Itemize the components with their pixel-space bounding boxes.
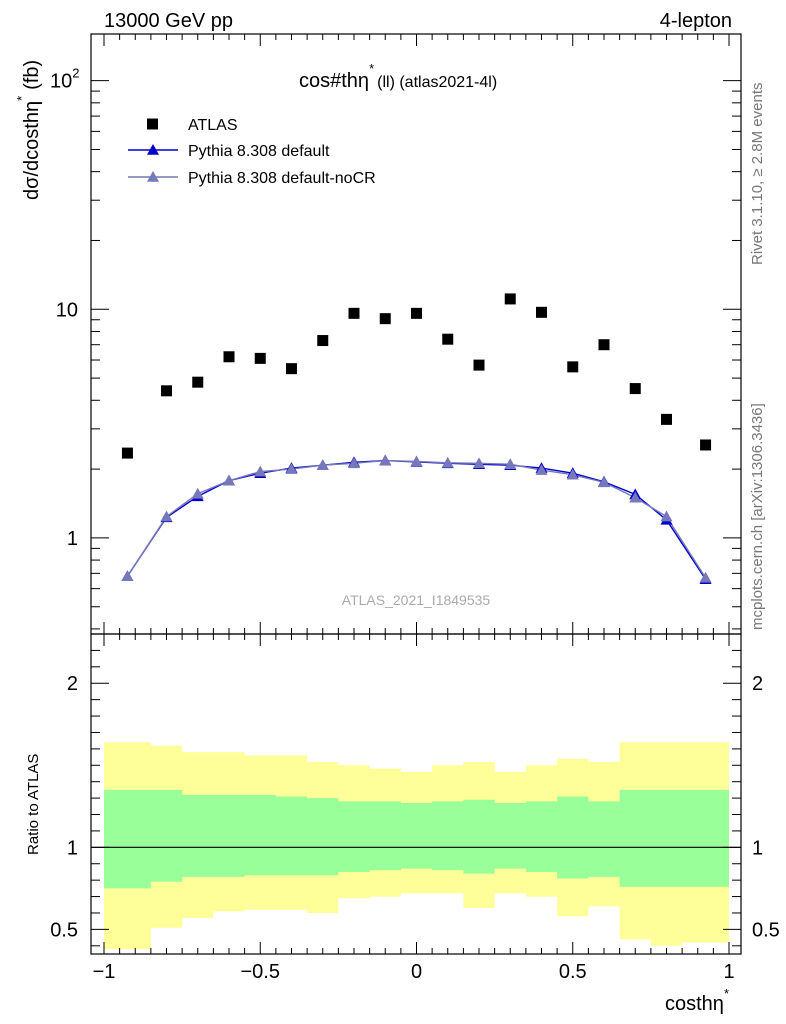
y-tick-label: 1 [67, 528, 78, 550]
atlas-data-point [411, 307, 422, 319]
plot-title-main: cos#thη [299, 70, 369, 92]
plot-title-superscript: * [369, 61, 374, 76]
prediction-line [126, 459, 707, 579]
rivet-version-label: Rivet 3.1.10, ≥ 2.8M events [749, 83, 766, 266]
ratio-y-axis-label: Ratio to ATLAS [25, 754, 42, 855]
atlas-data-point [192, 376, 204, 388]
x-axis-label-superscript: * [724, 986, 729, 1001]
mcplots-reference-label: mcplots.cern.ch [arXiv:1306.3436] [749, 403, 766, 630]
data-markers [121, 293, 712, 584]
x-tick-label: 0 [411, 961, 422, 983]
atlas-data-point [536, 306, 547, 318]
atlas-data-point [121, 447, 133, 459]
y-tick-label: 10 [56, 299, 78, 321]
prediction-point [473, 457, 485, 469]
legend-label: Pythia 8.308 default-noCR [188, 170, 376, 187]
ratio-y-tick-label: 1 [67, 837, 78, 859]
prediction-point [441, 456, 454, 468]
plot-title: cos#thη*(ll) (atlas2021-4l) [299, 61, 497, 92]
prediction-point [535, 464, 548, 475]
x-tick-label: −0.5 [241, 961, 280, 983]
ratio-plot-axes: −1 −0.5 0 0.5 1 0.5 0.5 1 1 2 2 [50, 633, 780, 983]
header-energy-label: 13000 GeV pp [104, 10, 233, 32]
prediction-point [629, 491, 642, 503]
atlas-data-point [442, 333, 454, 345]
prediction-point [285, 463, 298, 474]
y-tick-label: 102 [50, 66, 79, 93]
main-y-axis-label-superscript: * [14, 96, 29, 101]
atlas-data-point [598, 339, 610, 351]
prediction-point [504, 458, 517, 470]
atlas-data-point [473, 359, 485, 371]
prediction-point [699, 571, 712, 583]
atlas-data-point [504, 293, 516, 305]
x-axis-label-main: costhη [665, 993, 724, 1015]
atlas-data-point [379, 313, 391, 325]
prediction-point [160, 510, 173, 522]
atlas-data-point [286, 363, 297, 375]
x-tick-label: 0.5 [559, 961, 587, 983]
ratio-y-tick-label: 2 [67, 673, 78, 695]
atlas-data-point [223, 351, 235, 363]
atlas-data-point [254, 352, 266, 364]
atlas-data-point [317, 335, 329, 347]
atlas-data-point [567, 361, 579, 373]
prediction-point [254, 465, 267, 477]
ratio-y-tick-label-right: 2 [752, 673, 763, 695]
ratio-band-green [104, 789, 729, 889]
prediction-point [223, 474, 235, 486]
prediction-point [191, 487, 204, 499]
prediction-curves [126, 459, 707, 580]
ratio-y-tick-label-right: 0.5 [752, 919, 780, 941]
legend-marker-triangle [147, 171, 159, 182]
plot-title-tail: (ll) (atlas2021-4l) [377, 74, 497, 91]
prediction-point [566, 468, 579, 480]
x-axis-label: costhη* [665, 986, 729, 1015]
prediction-point [348, 457, 360, 469]
prediction-point [121, 570, 134, 582]
legend-label: Pythia 8.308 default [188, 143, 330, 160]
prediction-line [126, 459, 707, 580]
legend-label: ATLAS [188, 117, 238, 134]
atlas-data-point [348, 307, 360, 319]
legend-marker-square [147, 118, 158, 130]
atlas-data-point [700, 439, 712, 451]
atlas-data-point [661, 413, 672, 425]
legend: ATLAS Pythia 8.308 default Pythia 8.308 de… [128, 117, 376, 187]
x-tick-label: 1 [723, 961, 734, 983]
atlas-data-point [161, 385, 172, 397]
atlas-data-point [629, 383, 641, 395]
prediction-point [410, 455, 423, 467]
main-y-axis-label: dσ/dcosthη* (fb) [14, 60, 43, 200]
main-plot-axes: 1 10 102 [50, 33, 742, 635]
analysis-watermark: ATLAS_2021_I1849535 [342, 592, 491, 608]
prediction-point [316, 459, 329, 471]
main-y-axis-label-main: dσ/dcosthη [21, 101, 43, 200]
header-process-label: 4-lepton [660, 10, 732, 32]
prediction-point [379, 454, 392, 466]
legend-marker-triangle [147, 144, 159, 155]
prediction-point [660, 510, 673, 522]
prediction-point [598, 476, 610, 488]
x-tick-label: −1 [93, 961, 116, 983]
main-y-axis-label-tail: (fb) [21, 60, 43, 90]
ratio-uncertainty-bands [91, 742, 741, 950]
ratio-y-tick-label: 0.5 [50, 919, 78, 941]
ratio-y-tick-label-right: 1 [752, 837, 763, 859]
